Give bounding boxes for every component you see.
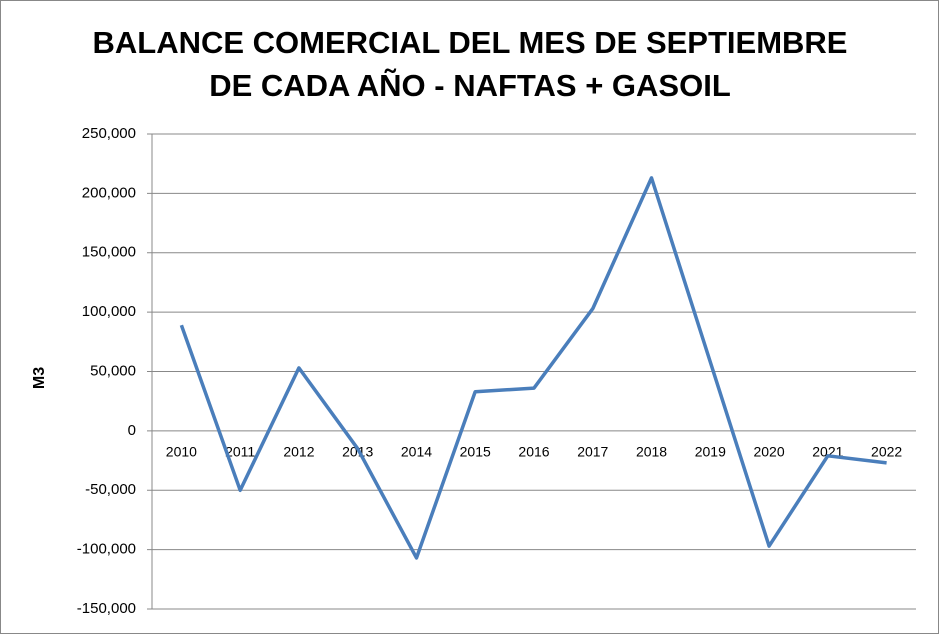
chart-title: DE CADA AÑO - NAFTAS + GASOIL: [209, 68, 731, 103]
x-tick-label: 2017: [577, 444, 608, 460]
y-tick-label: -50,000: [85, 481, 136, 498]
y-tick-label: -150,000: [77, 600, 136, 617]
y-tick-label: 0: [128, 422, 136, 439]
y-tick-label: 200,000: [82, 184, 136, 201]
x-tick-label: 2016: [518, 444, 549, 460]
x-tick-label: 2018: [636, 444, 667, 460]
chart-title: BALANCE COMERCIAL DEL MES DE SEPTIEMBRE: [93, 25, 848, 60]
y-tick-label: 250,000: [82, 125, 136, 142]
x-tick-label: 2019: [695, 444, 726, 460]
data-line: [179, 176, 887, 560]
x-tick-label: 2020: [753, 444, 784, 460]
y-tick-label: 50,000: [90, 362, 136, 379]
x-tick-label: 2015: [460, 444, 491, 460]
x-tick-label: 2011: [225, 444, 255, 460]
y-tick-label: -100,000: [77, 541, 136, 558]
x-tick-label: 2012: [283, 444, 314, 460]
x-tick-label: 2010: [166, 444, 197, 460]
y-tick-label: 150,000: [82, 244, 136, 261]
x-tick-label: 2022: [871, 444, 902, 460]
y-tick-label: 100,000: [82, 303, 136, 320]
x-tick-label: 2014: [401, 444, 432, 460]
y-axis-label: M3: [31, 367, 48, 389]
